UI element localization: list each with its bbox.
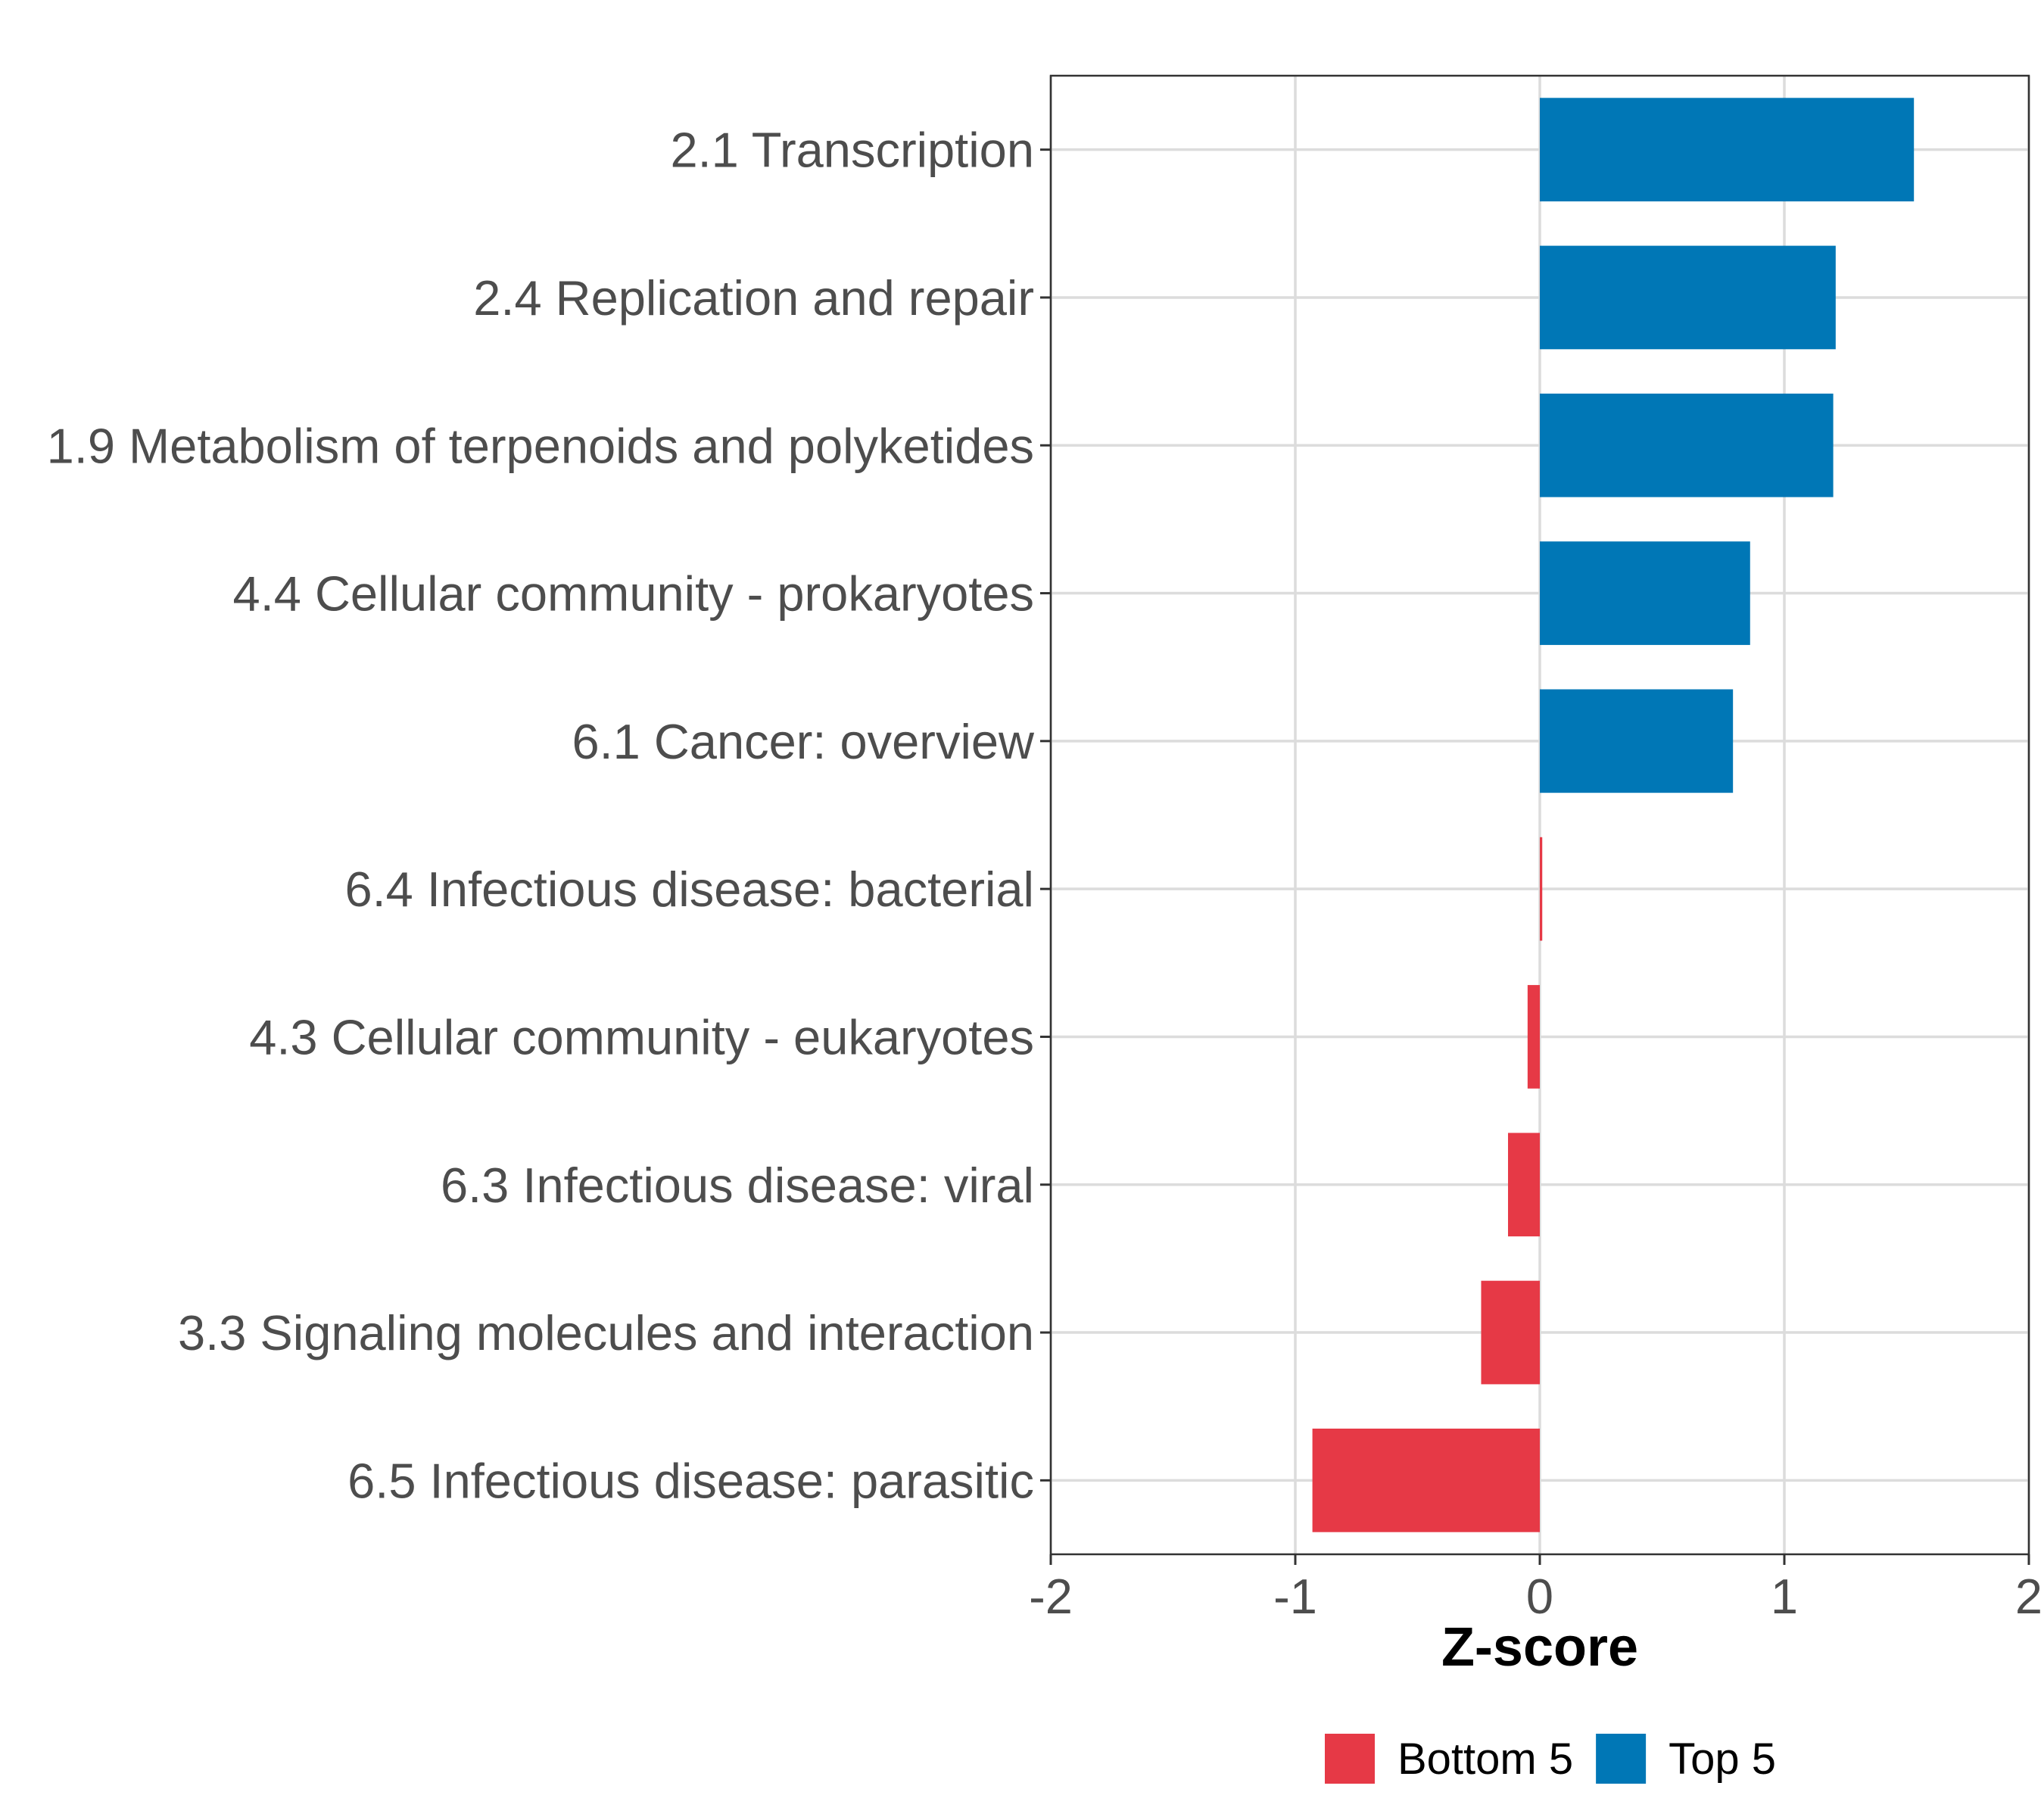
x-tick-label: -1 <box>1273 1569 1317 1624</box>
legend-label: Bottom 5 <box>1397 1734 1573 1784</box>
category-label: 3.3 Signaling molecules and interaction <box>178 1305 1034 1360</box>
x-tick-label: 1 <box>1771 1569 1798 1624</box>
bar <box>1312 1428 1540 1532</box>
x-tick-label: 0 <box>1526 1569 1553 1624</box>
category-label: 4.4 Cellular community - prokaryotes <box>233 566 1034 622</box>
bar <box>1508 1133 1540 1237</box>
bar <box>1527 985 1540 1089</box>
x-axis: -2 -1 0 1 2 <box>1029 1554 2042 1624</box>
x-tick-label: -2 <box>1029 1569 1073 1624</box>
category-label: 6.5 Infectious disease: parasitic <box>347 1453 1034 1508</box>
category-label: 6.1 Cancer: overview <box>572 714 1035 769</box>
category-label: 1.9 Metabolism of terpenoids and polyket… <box>47 418 1034 473</box>
legend-swatch <box>1596 1734 1647 1784</box>
bar <box>1540 393 1834 497</box>
category-label: 2.4 Replication and repair <box>473 270 1034 326</box>
legend: Bottom 5 Top 5 <box>1325 1734 1776 1784</box>
bars <box>1312 98 1915 1532</box>
legend-label: Top 5 <box>1669 1734 1776 1784</box>
category-label: 6.4 Infectious disease: bacterial <box>344 862 1034 917</box>
category-label: 4.3 Cellular community - eukaryotes <box>249 1009 1034 1064</box>
bar <box>1481 1280 1540 1385</box>
category-label: 6.3 Infectious disease: viral <box>441 1158 1034 1213</box>
bar <box>1540 689 1734 793</box>
category-label: 2.1 Transcription <box>670 123 1034 178</box>
y-axis: 2.1 Transcription 2.4 Replication and rep… <box>47 123 1051 1508</box>
bar <box>1540 98 1915 202</box>
legend-swatch <box>1325 1734 1375 1784</box>
bar <box>1540 245 1836 350</box>
bar <box>1540 837 1543 941</box>
bar <box>1540 541 1750 645</box>
x-tick-label: 2 <box>2015 1569 2042 1624</box>
x-axis-title: Z-score <box>1441 1617 1638 1678</box>
